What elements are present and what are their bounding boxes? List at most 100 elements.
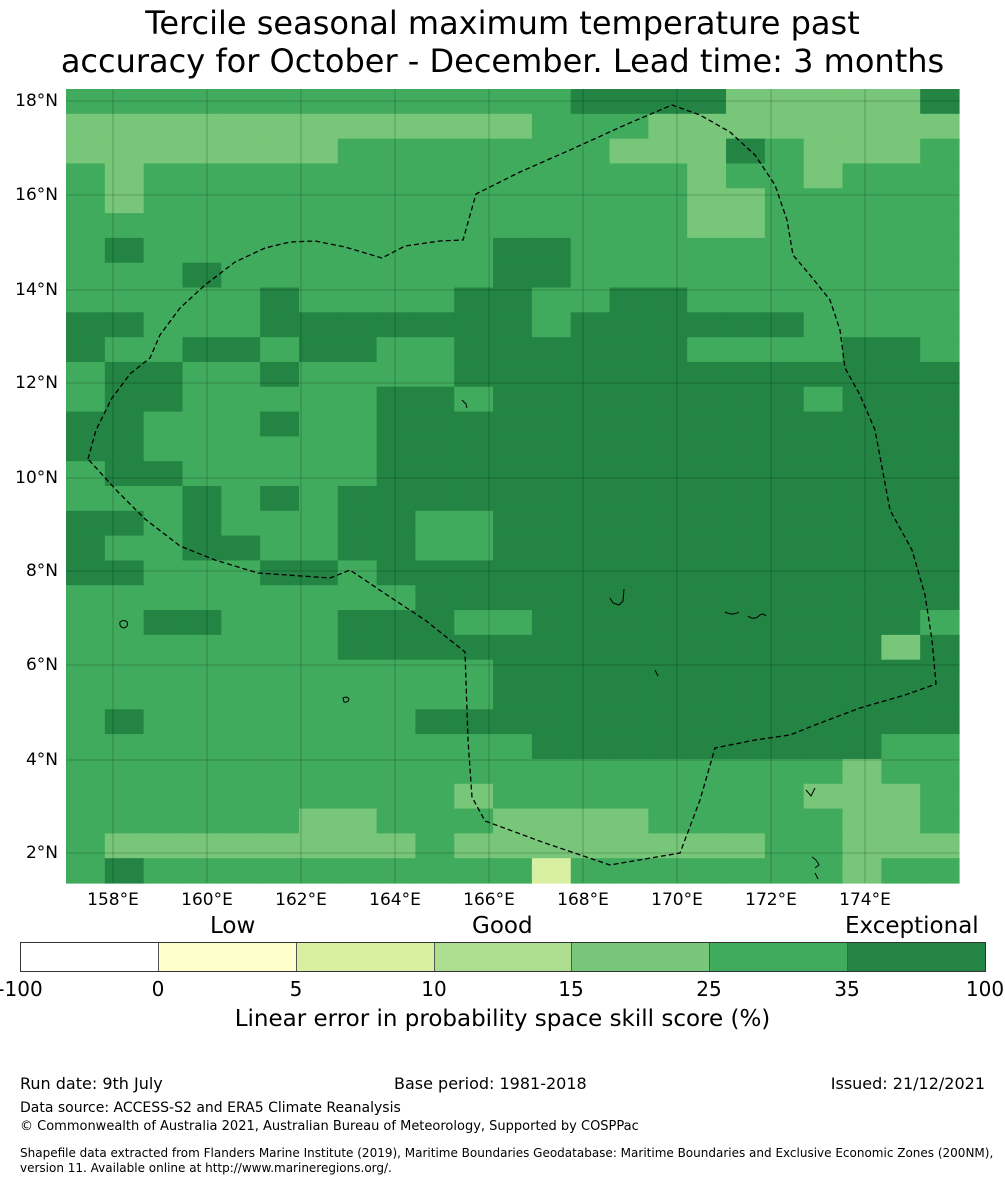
grid-cell: [182, 138, 222, 165]
grid-cell: [570, 262, 611, 289]
grid-cell: [648, 734, 688, 760]
grid-cell: [764, 89, 805, 115]
grid-cell: [609, 262, 649, 289]
grid-cell: [376, 386, 417, 413]
grid-cell: [726, 89, 766, 115]
grid-cell: [493, 411, 533, 437]
grid-cell: [66, 659, 106, 686]
grid-cell: [764, 684, 805, 710]
grid-cell: [881, 684, 921, 710]
grid-cell: [260, 361, 300, 388]
grid-cell: [66, 188, 106, 214]
grid-cell: [143, 560, 184, 586]
grid-cell: [570, 163, 611, 189]
grid-cell: [415, 634, 455, 661]
grid-cell: [803, 411, 844, 437]
grid-cell: [531, 262, 572, 289]
grid-cell: [376, 188, 417, 214]
grid-cell: [687, 734, 727, 760]
grid-cell: [298, 312, 339, 338]
grid-cell: [764, 461, 805, 487]
grid-cell: [182, 833, 222, 859]
grid-cell: [221, 486, 261, 512]
grid-cell: [726, 486, 766, 512]
grid-cell: [764, 287, 805, 313]
grid-cell: [920, 436, 960, 462]
grid-cell: [570, 386, 611, 413]
grid-cell: [764, 163, 805, 189]
grid-cell: [66, 858, 106, 884]
grid-cell: [143, 808, 184, 834]
grid-cell: [570, 138, 611, 165]
grid-cell: [260, 213, 300, 239]
grid-cell: [648, 535, 688, 562]
grid-cell: [454, 138, 494, 165]
grid-cell: [687, 510, 727, 537]
grid-cell: [609, 386, 649, 413]
grid-cell: [531, 610, 572, 636]
grid-cell: [726, 734, 766, 760]
grid-cell: [726, 188, 766, 214]
grid-cell: [415, 783, 455, 810]
grid-cell: [260, 386, 300, 413]
grid-cell: [687, 709, 727, 735]
grid-cell: [570, 461, 611, 487]
grid-cell: [764, 535, 805, 562]
grid-cell: [881, 436, 921, 462]
grid-cell: [298, 833, 339, 859]
grid-cell: [920, 783, 960, 810]
grid-cell: [454, 610, 494, 636]
grid-cell: [182, 337, 222, 363]
grid-cell: [337, 411, 378, 437]
grid-cell: [842, 684, 882, 710]
grid-cell: [182, 634, 222, 661]
grid-cell: [104, 262, 145, 289]
grid-cell: [726, 213, 766, 239]
lon-label: 158°E: [87, 890, 139, 910]
grid-cell: [415, 734, 455, 760]
grid-cell: [531, 213, 572, 239]
grid-cell: [531, 486, 572, 512]
colorbar-bin: [158, 943, 297, 971]
grid-cell: [881, 188, 921, 214]
grid-cell: [687, 486, 727, 512]
grid-cell: [687, 858, 727, 884]
grid-cell: [260, 535, 300, 562]
grid-cell: [687, 758, 727, 785]
grid-cell: [842, 634, 882, 661]
grid-cell: [570, 560, 611, 586]
grid-cell: [454, 361, 494, 388]
legend-category-good: Good: [472, 913, 533, 939]
grid-cell: [726, 237, 766, 264]
grid-cell: [143, 684, 184, 710]
grid-cell: [920, 858, 960, 884]
grid-cell: [687, 361, 727, 388]
grid-cell: [881, 734, 921, 760]
grid-cell: [920, 337, 960, 363]
grid-cell: [104, 287, 145, 313]
grid-cell: [570, 113, 611, 140]
grid-cell: [376, 510, 417, 537]
grid-cell: [143, 386, 184, 413]
grid-cell: [221, 361, 261, 388]
grid-cell: [415, 510, 455, 537]
grid-cell: [687, 287, 727, 313]
grid-cell: [376, 337, 417, 363]
grid-cell: [221, 386, 261, 413]
grid-cell: [143, 858, 184, 884]
grid-cell: [143, 461, 184, 487]
islands: [119, 399, 820, 880]
grid-cell: [143, 89, 184, 115]
grid-cell: [842, 337, 882, 363]
grid-cell: [337, 833, 378, 859]
grid-cell: [803, 312, 844, 338]
grid-cell: [104, 709, 145, 735]
lat-label: 14°N: [15, 280, 58, 300]
grid-cell: [648, 585, 688, 611]
grid-cell: [337, 510, 378, 537]
grid-cell: [376, 312, 417, 338]
grid-cell: [648, 461, 688, 487]
grid-cell: [726, 138, 766, 165]
colorbar-bin: [710, 943, 849, 971]
grid-cell: [570, 213, 611, 239]
